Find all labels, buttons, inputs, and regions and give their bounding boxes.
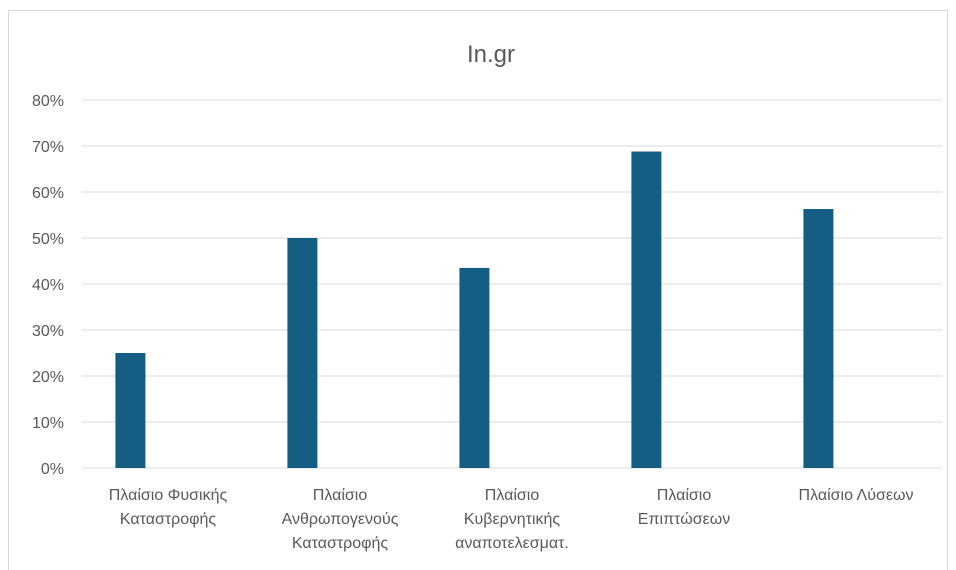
y-tick-label: 70% [32, 139, 64, 156]
y-axis-ticks: 0% 10% 20% 30% 40% 50% 60% 70% 80% [32, 93, 64, 478]
chart-frame [8, 10, 948, 570]
bar [115, 353, 146, 468]
y-tick-label: 40% [32, 277, 64, 294]
category-label: Πλαίσιο Κυβερνητικής αναποτελεσματ. [455, 487, 569, 552]
category-label: Πλαίσιο Λύσεων [799, 487, 914, 504]
bar [803, 209, 834, 468]
bars [115, 151, 834, 468]
y-tick-label: 0% [41, 461, 64, 478]
chart-title: In.gr [467, 41, 515, 68]
y-tick-label: 30% [32, 323, 64, 340]
bar [631, 151, 662, 468]
y-tick-label: 20% [32, 369, 64, 386]
bar [459, 267, 490, 468]
category-label: Πλαίσιο Ανθρωπογενούς Καταστροφής [282, 487, 399, 552]
y-tick-label: 60% [32, 185, 64, 202]
bar [287, 238, 318, 468]
gridlines [82, 99, 942, 469]
x-axis-categories: Πλαίσιο Φυσικής Καταστροφής Πλαίσιο Ανθρωπο… [109, 487, 914, 552]
category-label: Πλαίσιο Επιπτώσεων [638, 487, 730, 528]
y-tick-label: 50% [32, 231, 64, 248]
y-tick-label: 80% [32, 93, 64, 110]
category-label: Πλαίσιο Φυσικής Καταστροφής [109, 487, 228, 528]
y-tick-label: 10% [32, 415, 64, 432]
